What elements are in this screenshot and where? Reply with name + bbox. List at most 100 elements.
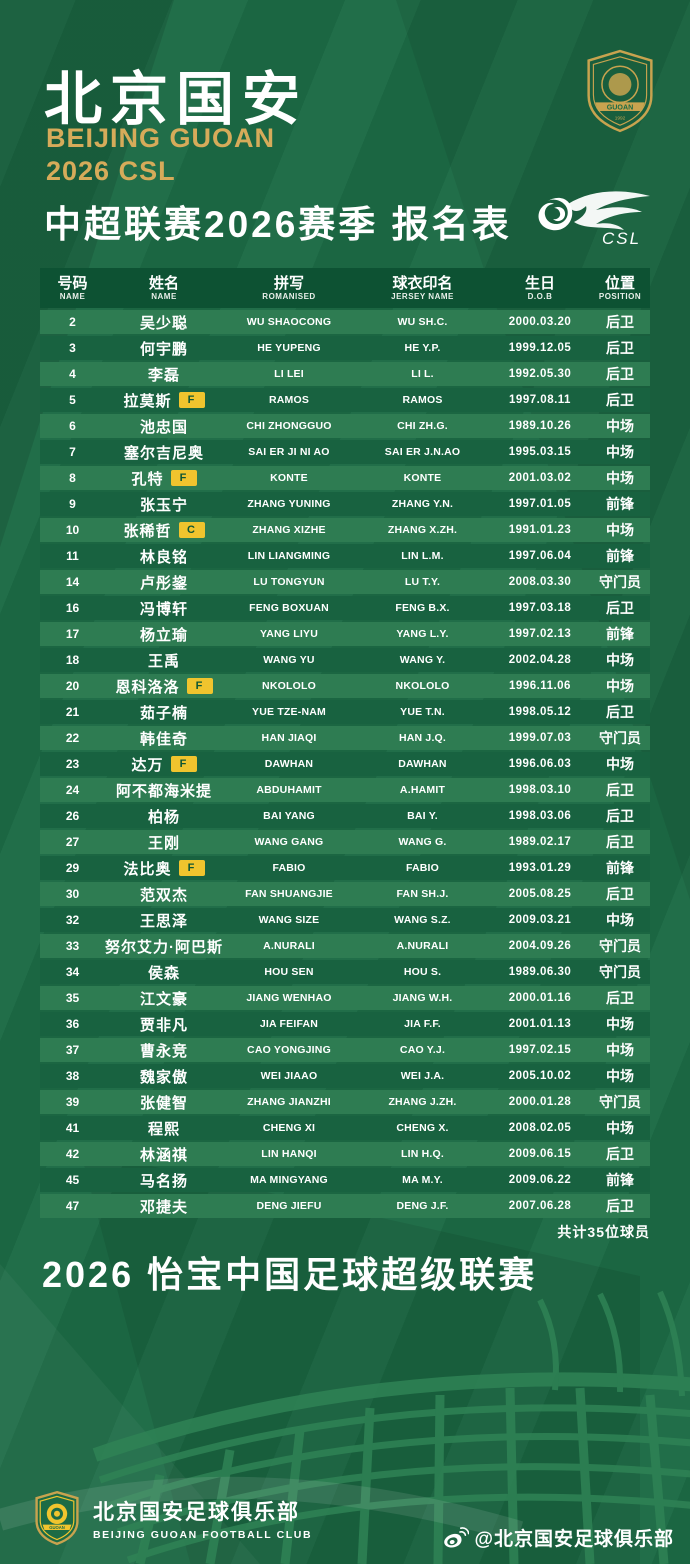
player-dob: 1997.08.11 <box>490 388 590 412</box>
player-name: 何宇鹏 <box>105 336 223 360</box>
player-name: 冯博轩 <box>105 596 223 620</box>
table-row: 36 贾非凡 JIA FEIFAN JIA F.F. 2001.01.13 中场 <box>40 1012 650 1036</box>
player-position: 后卫 <box>590 700 650 724</box>
foreign-player-badge: F <box>178 860 205 876</box>
player-position: 后卫 <box>590 1194 650 1218</box>
player-name-text: 程熙 <box>147 1120 180 1138</box>
player-jersey-name: YUE T.N. <box>355 700 490 724</box>
player-romanised: JIA FEIFAN <box>223 1012 355 1036</box>
table-row: 17 杨立瑜 YANG LIYU YANG L.Y. 1997.02.13 前锋 <box>40 622 650 646</box>
player-jersey-name: JIA F.F. <box>355 1012 490 1036</box>
captain-badge: C <box>178 522 205 538</box>
player-name-text: 曹永竞 <box>139 1042 188 1060</box>
col-header-number: 号码 NAME <box>40 268 105 308</box>
roster-table-body: 2 吴少聪 WU SHAOCONG WU SH.C. 2000.03.20 后卫 3 何宇鹏 H… <box>40 310 650 1218</box>
player-name-text: 王思泽 <box>139 912 188 930</box>
player-dob: 1998.05.12 <box>490 700 590 724</box>
player-jersey-name: RAMOS <box>355 388 490 412</box>
player-name-text: 拉莫斯 <box>123 392 172 410</box>
player-name: 范双杰 <box>105 882 223 906</box>
player-romanised: CAO YONGJING <box>223 1038 355 1062</box>
player-position: 守门员 <box>590 960 650 984</box>
player-name: 努尔艾力·阿巴斯 <box>105 934 223 958</box>
player-dob: 2009.03.21 <box>490 908 590 932</box>
player-position: 前锋 <box>590 544 650 568</box>
player-position: 守门员 <box>590 726 650 750</box>
footer-club-name-cn: 北京国安足球俱乐部 <box>93 1500 300 1524</box>
table-row: 45 马名扬 MA MINGYANG MA M.Y. 2009.06.22 前锋 <box>40 1168 650 1192</box>
player-jersey-name: A.HAMIT <box>355 778 490 802</box>
player-name-text: 达万 <box>131 756 164 774</box>
player-position: 后卫 <box>590 830 650 854</box>
weibo-icon <box>444 1526 470 1548</box>
player-number: 35 <box>40 986 105 1010</box>
table-row: 14 卢彤鋆 LU TONGYUN LU T.Y. 2008.03.30 守门员 <box>40 570 650 594</box>
player-romanised: LU TONGYUN <box>223 570 355 594</box>
player-romanised: WANG GANG <box>223 830 355 854</box>
player-dob: 1998.03.06 <box>490 804 590 828</box>
player-romanised: LI LEI <box>223 362 355 386</box>
player-name-text: 韩佳奇 <box>139 730 188 748</box>
player-romanised: LIN HANQI <box>223 1142 355 1166</box>
player-name-text: 马名扬 <box>139 1172 188 1190</box>
player-name-text: 吴少聪 <box>139 314 188 332</box>
svg-text:GUOAN: GUOAN <box>607 104 633 112</box>
table-row: 26 柏杨 BAI YANG BAI Y. 1998.03.06 后卫 <box>40 804 650 828</box>
player-position: 中场 <box>590 1012 650 1036</box>
player-jersey-name: ZHANG J.ZH. <box>355 1090 490 1114</box>
table-row: 32 王思泽 WANG SIZE WANG S.Z. 2009.03.21 中场 <box>40 908 650 932</box>
player-position: 中场 <box>590 518 650 542</box>
player-number: 17 <box>40 622 105 646</box>
player-name-text: 张玉宁 <box>139 496 188 514</box>
player-jersey-name: FABIO <box>355 856 490 880</box>
page-title: 北京国安 <box>44 67 309 132</box>
table-row: 2 吴少聪 WU SHAOCONG WU SH.C. 2000.03.20 后卫 <box>40 310 650 334</box>
player-number: 41 <box>40 1116 105 1140</box>
table-row: 29 法比奥 F FABIO FABIO 1993.01.29 前锋 <box>40 856 650 880</box>
player-romanised: SAI ER JI NI AO <box>223 440 355 464</box>
player-number: 21 <box>40 700 105 724</box>
player-name-text: 恩科洛洛 <box>115 678 180 696</box>
roster-table: 号码 NAME 姓名 NAME 拼写 ROMANISED 球衣印名 JERSEY… <box>40 266 650 1220</box>
subtitle-line1: BEIJING GUOAN <box>46 123 276 153</box>
player-dob: 2009.06.15 <box>490 1142 590 1166</box>
table-row: 10 张稀哲 C ZHANG XIZHE ZHANG X.ZH. 1991.01.23 中场 <box>40 518 650 542</box>
player-name: 侯森 <box>105 960 223 984</box>
player-dob: 1996.06.03 <box>490 752 590 776</box>
csl-logo-icon: CSL <box>538 191 650 248</box>
player-jersey-name: CAO Y.J. <box>355 1038 490 1062</box>
player-name-text: 范双杰 <box>139 886 188 904</box>
player-romanised: YANG LIYU <box>223 622 355 646</box>
player-jersey-name: LI L. <box>355 362 490 386</box>
player-number: 3 <box>40 336 105 360</box>
player-number: 38 <box>40 1064 105 1088</box>
svg-text:1992: 1992 <box>615 116 626 122</box>
player-dob: 1997.02.13 <box>490 622 590 646</box>
player-position: 后卫 <box>590 596 650 620</box>
player-name-text: 张健智 <box>139 1094 188 1112</box>
player-romanised: DAWHAN <box>223 752 355 776</box>
player-number: 45 <box>40 1168 105 1192</box>
player-dob: 2001.01.13 <box>490 1012 590 1036</box>
table-row: 41 程熙 CHENG XI CHENG X. 2008.02.05 中场 <box>40 1116 650 1140</box>
player-name-text: 池忠国 <box>139 418 188 436</box>
table-row: 47 邓捷夫 DENG JIEFU DENG J.F. 2007.06.28 后卫 <box>40 1194 650 1218</box>
table-row: 6 池忠国 CHI ZHONGGUO CHI ZH.G. 1989.10.26 中场 <box>40 414 650 438</box>
player-romanised: WEI JIAAO <box>223 1064 355 1088</box>
col-header-position: 位置 POSITION <box>590 268 650 308</box>
table-row: 9 张玉宁 ZHANG YUNING ZHANG Y.N. 1997.01.05 前锋 <box>40 492 650 516</box>
player-dob: 1993.01.29 <box>490 856 590 880</box>
player-number: 8 <box>40 466 105 490</box>
player-number: 7 <box>40 440 105 464</box>
player-name-text: 江文豪 <box>139 990 188 1008</box>
player-name: 王禹 <box>105 648 223 672</box>
player-position: 后卫 <box>590 388 650 412</box>
table-row: 33 努尔艾力·阿巴斯 A.NURALI A.NURALI 2004.09.26 守门员 <box>40 934 650 958</box>
player-number: 36 <box>40 1012 105 1036</box>
player-number: 26 <box>40 804 105 828</box>
player-name: 塞尔吉尼奥 <box>105 440 223 464</box>
player-dob: 2007.06.28 <box>490 1194 590 1218</box>
player-romanised: HOU SEN <box>223 960 355 984</box>
guoan-footer-crest-icon: GUOAN <box>35 1490 79 1546</box>
